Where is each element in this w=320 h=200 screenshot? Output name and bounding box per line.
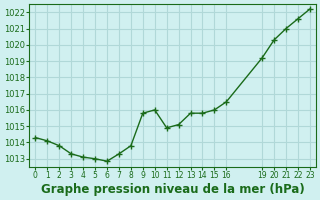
- X-axis label: Graphe pression niveau de la mer (hPa): Graphe pression niveau de la mer (hPa): [41, 183, 305, 196]
